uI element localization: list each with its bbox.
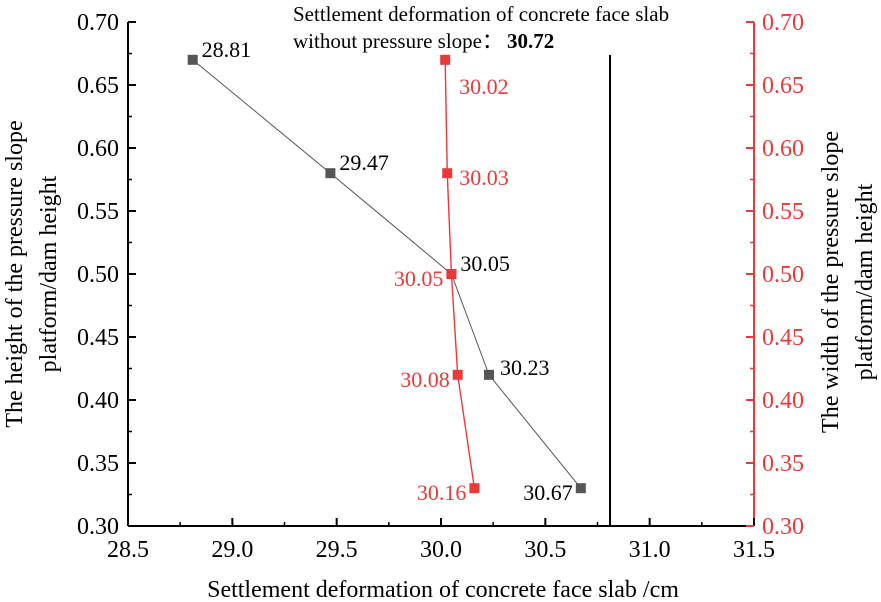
y-tick-label-left: 0.40 xyxy=(77,388,119,414)
y-tick-label-left: 0.70 xyxy=(77,10,119,36)
series-layer: 28.81 29.47 30.05 30.23 30.67 30.02 30.03 30.05… xyxy=(187,37,586,505)
data-label: 30.67 xyxy=(523,480,573,505)
data-point xyxy=(483,369,494,380)
x-tick-label: 31.5 xyxy=(733,537,775,563)
data-label: 29.47 xyxy=(339,150,389,175)
data-point xyxy=(469,483,480,494)
data-point xyxy=(446,269,457,279)
series-height: 28.81 29.47 30.05 30.23 30.67 xyxy=(187,37,586,505)
y-tick-label-right: 0.30 xyxy=(762,514,804,540)
data-label: 30.16 xyxy=(417,480,467,505)
y-tick-label-right: 0.45 xyxy=(762,325,804,351)
x-tick-label: 29.5 xyxy=(316,537,358,563)
data-label: 30.23 xyxy=(500,355,550,380)
x-ticks: 28.5 29.0 29.5 30.0 30.5 31.0 31.5 xyxy=(107,518,775,563)
reference-annotation-value: 30.72 xyxy=(507,29,554,53)
y-tick-label-right: 0.50 xyxy=(762,262,804,288)
y-tick-label-right: 0.35 xyxy=(762,451,804,477)
y-tick-label-left: 0.55 xyxy=(77,199,119,225)
y-tick-label-left: 0.45 xyxy=(77,325,119,351)
data-label: 28.81 xyxy=(202,37,252,62)
y-tick-label-right: 0.40 xyxy=(762,388,804,414)
x-axis-title: Settlement deformation of concrete face … xyxy=(207,577,679,602)
data-point xyxy=(325,168,336,179)
series-width: 30.02 30.03 30.05 30.08 30.16 xyxy=(394,54,509,505)
y-tick-label-left: 0.50 xyxy=(77,262,119,288)
y-tick-label-left: 0.65 xyxy=(77,73,119,99)
y-ticks-right: 0.30 0.35 0.40 0.45 0.50 0.55 0.60 0.65 0.70 xyxy=(746,10,804,540)
x-tick-label: 29.0 xyxy=(211,537,253,563)
y-tick-label-right: 0.55 xyxy=(762,199,804,225)
data-point xyxy=(452,369,463,380)
left-axis-title-line-2: platform/dam height xyxy=(36,175,62,372)
right-axis-title-line-1: The width of the pressure slope xyxy=(818,131,844,433)
left-axis-title: The height of the pressure slope platfor… xyxy=(2,120,62,427)
data-label: 30.08 xyxy=(400,367,450,392)
x-tick-label: 30.0 xyxy=(420,537,462,563)
data-label: 30.05 xyxy=(460,251,510,276)
y-tick-label-right: 0.70 xyxy=(762,10,804,36)
y-tick-label-left: 0.35 xyxy=(77,451,119,477)
series-line xyxy=(192,59,582,489)
left-axis-title-line-1: The height of the pressure slope xyxy=(2,120,28,427)
data-point xyxy=(575,483,586,494)
y-ticks-left: 0.30 0.35 0.40 0.45 0.50 0.55 0.60 0.65 0.70 xyxy=(77,10,136,540)
data-label: 30.03 xyxy=(459,165,509,190)
data-label: 30.02 xyxy=(459,74,509,99)
y-tick-label-left: 0.30 xyxy=(77,514,119,540)
reference-annotation-line-1: Settlement deformation of concrete face … xyxy=(293,2,669,26)
right-axis-title: The width of the pressure slope platform… xyxy=(818,131,878,433)
reference-annotation-line-2: without pressure slope： 30.72 xyxy=(293,29,554,53)
data-point xyxy=(440,54,451,65)
x-tick-label: 31.0 xyxy=(629,537,671,563)
data-point xyxy=(187,54,198,65)
reference-annotation-prefix: without pressure slope： xyxy=(293,29,503,53)
x-tick-label: 30.5 xyxy=(524,537,566,563)
data-point xyxy=(442,168,453,179)
y-tick-label-right: 0.60 xyxy=(762,136,804,162)
right-axis-title-line-2: platform/dam height xyxy=(852,183,878,380)
y-tick-label-right: 0.65 xyxy=(762,73,804,99)
data-label: 30.05 xyxy=(394,266,444,291)
y-tick-label-left: 0.60 xyxy=(77,136,119,162)
x-tick-label: 28.5 xyxy=(107,537,149,563)
